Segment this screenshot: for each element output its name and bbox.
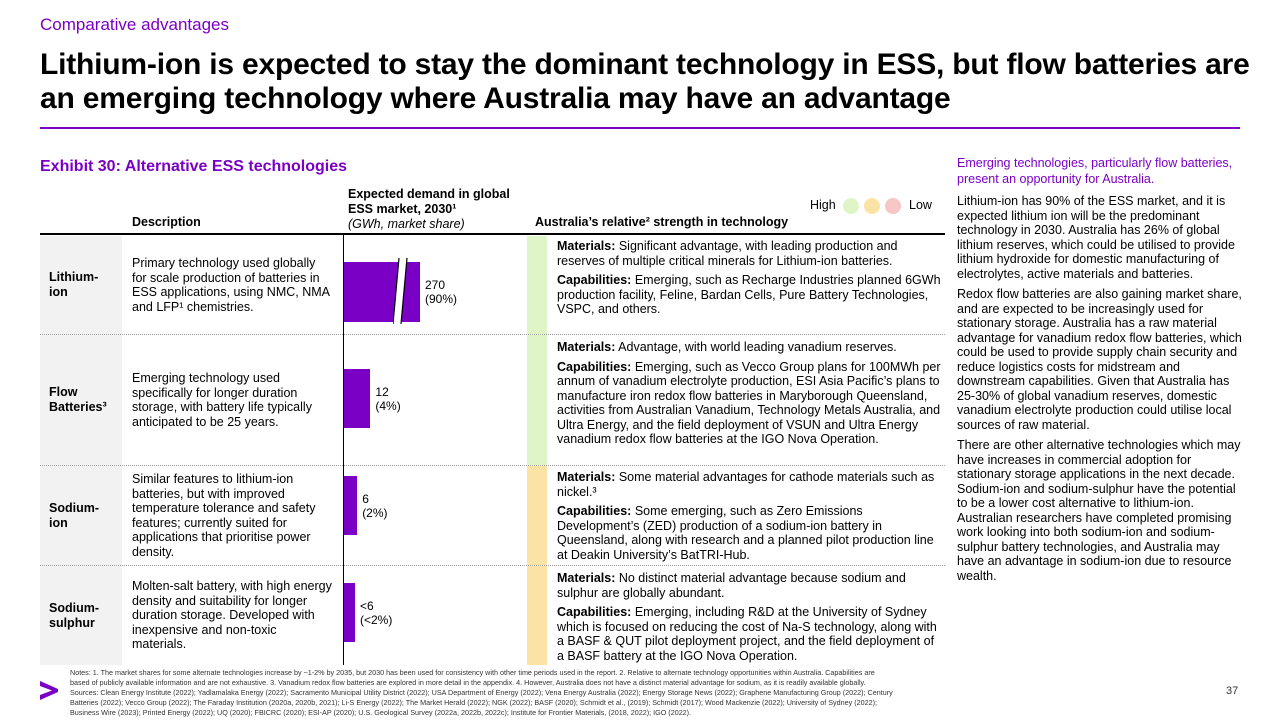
demand-value-label: 6 (2%) (362, 492, 387, 520)
row-label-text: Flow Batteries³ (49, 385, 107, 414)
materials-label: Materials: (557, 470, 616, 484)
demand-bar (344, 476, 358, 535)
materials-value: Advantage, with world leading vanadium r… (618, 340, 897, 354)
strength-flow-batteries: Materials: Advantage, with world leading… (557, 340, 942, 452)
page-title: Lithium-ion is expected to stay the domi… (40, 48, 1250, 115)
row-label-flow-batteries: Flow Batteries³ (40, 335, 122, 465)
header-rule (40, 233, 945, 235)
axis-break-icon (393, 258, 408, 324)
title-rule (40, 127, 1240, 129)
row-separator (40, 565, 945, 566)
footnotes: Notes: 1. The market shares for some alt… (70, 668, 1070, 718)
materials-value: No distinct material advantage because s… (557, 571, 906, 600)
row-separator (40, 334, 945, 335)
demand-share: (4%) (375, 398, 401, 413)
capabilities-text: Capabilities: Some emerging, such as Zer… (557, 504, 942, 562)
sidebar-lead: Emerging technologies, particularly flow… (957, 156, 1233, 186)
page-number: 37 (1226, 685, 1239, 697)
legend-dot-low (885, 198, 901, 214)
demand-share: (90%) (425, 292, 458, 306)
header-demand-subtitle: (GWh, market share) (348, 217, 465, 231)
legend-high-label: High (810, 198, 836, 212)
strength-strip-sodium-ion (527, 466, 547, 565)
exhibit-title: Exhibit 30: Alternative ESS technologies (40, 158, 348, 175)
demand-bar (344, 262, 420, 322)
row-label-sodium-ion: Sodium-ion (40, 466, 122, 565)
legend-dot-medium (864, 198, 880, 214)
materials-value: Significant advantage, with leading prod… (557, 239, 898, 268)
capabilities-value: Emerging, such as Recharge Industries pl… (557, 273, 941, 316)
materials-text: Materials: Significant advantage, with l… (557, 239, 942, 268)
demand-value: 12 (375, 384, 389, 399)
capabilities-label: Capabilities: (557, 273, 632, 287)
demand-value: 6 (362, 491, 369, 506)
demand-share: (2%) (362, 505, 388, 520)
capabilities-text: Capabilities: Emerging, including R&D at… (557, 605, 942, 663)
demand-share: (<2%) (360, 612, 393, 627)
description-sodium-ion: Similar features to lithium-ion batterie… (132, 472, 316, 559)
capabilities-label: Capabilities: (557, 504, 632, 518)
materials-text: Materials: Advantage, with world leading… (557, 340, 942, 355)
footnote-line: Sources: Clean Energy Institute (2022); … (70, 688, 893, 697)
strength-sodium-ion: Materials: Some material advantages for … (557, 470, 942, 567)
demand-bar (344, 369, 371, 428)
footnote-line: Batteries (2022); Vecco Group (2022); Th… (70, 698, 877, 707)
footnote-line: based of publicly available information … (70, 678, 866, 687)
accenture-logo-icon (40, 681, 58, 700)
row-separator (40, 465, 945, 466)
sidebar-paragraph: There are other alternative technologies… (957, 438, 1241, 583)
materials-label: Materials: (557, 340, 616, 354)
header-demand: Expected demand in global ESS market, 20… (348, 187, 518, 232)
demand-value: 270 (425, 278, 446, 292)
capabilities-value: Some emerging, such as Zero Emissions De… (557, 504, 934, 562)
description-sodium-sulphur: Molten-salt battery, with high energy de… (132, 579, 332, 652)
sidebar-body: Lithium-ion has 90% of the ESS market, a… (957, 194, 1242, 589)
sidebar-paragraph: Redox flow batteries are also gaining ma… (957, 287, 1242, 432)
capabilities-value: Emerging, including R&D at the Universit… (557, 605, 937, 663)
description-lithium-ion: Primary technology used globally for sca… (132, 256, 330, 314)
strength-sodium-sulphur: Materials: No distinct material advantag… (557, 571, 942, 668)
description-flow-batteries: Emerging technology used specifically fo… (132, 371, 312, 429)
sidebar-paragraph: Lithium-ion has 90% of the ESS market, a… (957, 194, 1235, 281)
demand-value-label: <6 (<2%) (360, 599, 392, 627)
demand-axis (343, 235, 344, 665)
row-label-sodium-sulphur: Sodium-sulphur (40, 566, 122, 665)
footnote-line: Business Wire (2023); Printed Energy (20… (70, 708, 692, 717)
demand-value: <6 (360, 598, 374, 613)
capabilities-label: Capabilities: (557, 359, 632, 374)
demand-value-label: 12 (4%) (375, 385, 400, 413)
strength-strip-flow-batteries (527, 335, 547, 465)
header-description: Description (132, 215, 201, 229)
header-demand-title: Expected demand in global ESS market, 20… (348, 187, 510, 216)
row-label-text: Sodium-sulphur (49, 600, 99, 630)
capabilities-value: Emerging, such as Vecco Group plans for … (557, 359, 941, 447)
row-label-text: Lithium-ion (49, 270, 99, 299)
capabilities-text: Capabilities: Emerging, such as Recharge… (557, 273, 942, 317)
materials-text: Materials: Some material advantages for … (557, 470, 942, 499)
strength-strip-sodium-sulphur (527, 566, 547, 665)
materials-text: Materials: No distinct material advantag… (557, 571, 942, 600)
strength-strip-lithium-ion (527, 236, 547, 334)
materials-label: Materials: (557, 571, 616, 585)
capabilities-text: Capabilities: Emerging, such as Vecco Gr… (557, 360, 942, 447)
demand-value-label: 270 (90%) (425, 278, 457, 306)
capabilities-label: Capabilities: (557, 605, 632, 619)
section-kicker: Comparative advantages (40, 15, 230, 34)
materials-label: Materials: (557, 239, 616, 253)
row-label-text: Sodium-ion (49, 500, 99, 530)
legend-low-label: Low (909, 198, 932, 212)
row-label-lithium-ion: Lithium-ion (40, 236, 122, 334)
materials-value: Some material advantages for cathode mat… (557, 470, 935, 499)
strength-lithium-ion: Materials: Significant advantage, with l… (557, 239, 942, 322)
demand-bar (344, 583, 355, 642)
footnote-line: Notes: 1. The market shares for some alt… (70, 668, 875, 677)
header-strength: Australia’s relative² strength in techno… (535, 215, 789, 229)
legend-dot-high (843, 198, 859, 214)
